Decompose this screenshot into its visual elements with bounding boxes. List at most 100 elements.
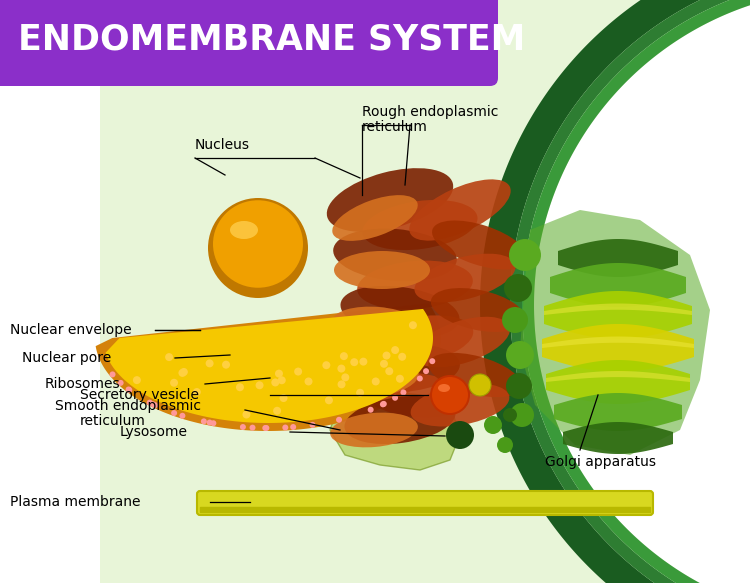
Circle shape: [392, 346, 399, 354]
Polygon shape: [542, 324, 694, 372]
Ellipse shape: [438, 384, 450, 392]
Circle shape: [396, 375, 404, 382]
Polygon shape: [558, 239, 678, 277]
Circle shape: [294, 367, 302, 375]
Polygon shape: [330, 390, 460, 470]
Ellipse shape: [332, 195, 418, 241]
Text: Lysosome: Lysosome: [120, 425, 188, 439]
Polygon shape: [522, 0, 750, 583]
Circle shape: [242, 410, 250, 419]
Circle shape: [304, 377, 313, 385]
Circle shape: [381, 401, 387, 407]
Circle shape: [325, 396, 333, 404]
Circle shape: [236, 383, 244, 391]
Ellipse shape: [430, 288, 525, 332]
Circle shape: [400, 389, 406, 395]
Circle shape: [208, 198, 308, 298]
Circle shape: [506, 341, 534, 369]
Ellipse shape: [334, 251, 430, 289]
Circle shape: [193, 388, 201, 396]
Ellipse shape: [363, 315, 473, 364]
Circle shape: [341, 373, 350, 381]
Circle shape: [430, 375, 470, 415]
Circle shape: [178, 369, 187, 377]
Circle shape: [126, 387, 132, 393]
Circle shape: [125, 387, 131, 392]
Circle shape: [380, 360, 388, 368]
Circle shape: [504, 274, 532, 302]
Circle shape: [152, 402, 158, 408]
Circle shape: [240, 424, 246, 430]
Polygon shape: [546, 371, 690, 382]
Polygon shape: [520, 210, 710, 455]
Circle shape: [359, 357, 368, 366]
Text: reticulum: reticulum: [80, 414, 146, 428]
Circle shape: [509, 239, 541, 271]
Text: Golgi apparatus: Golgi apparatus: [545, 455, 656, 469]
Circle shape: [310, 422, 316, 428]
Polygon shape: [542, 336, 694, 348]
Circle shape: [502, 307, 528, 333]
Circle shape: [350, 358, 358, 366]
Circle shape: [206, 359, 214, 367]
Circle shape: [336, 417, 342, 423]
Circle shape: [290, 424, 296, 430]
Polygon shape: [510, 0, 750, 583]
Circle shape: [222, 361, 230, 368]
Circle shape: [409, 321, 417, 329]
Circle shape: [110, 371, 116, 377]
Circle shape: [171, 410, 177, 416]
Ellipse shape: [428, 353, 521, 397]
Circle shape: [423, 368, 429, 374]
Ellipse shape: [344, 396, 455, 444]
Circle shape: [322, 361, 330, 369]
Circle shape: [382, 352, 391, 360]
Circle shape: [338, 364, 345, 373]
Circle shape: [510, 403, 534, 427]
Circle shape: [273, 407, 281, 415]
Polygon shape: [96, 303, 441, 431]
Polygon shape: [106, 309, 433, 423]
Circle shape: [282, 424, 288, 430]
Text: Nucleus: Nucleus: [194, 138, 250, 152]
Circle shape: [432, 377, 468, 413]
Ellipse shape: [362, 373, 469, 417]
Ellipse shape: [330, 413, 418, 447]
Polygon shape: [100, 0, 750, 583]
Polygon shape: [546, 360, 690, 404]
Ellipse shape: [357, 261, 472, 310]
Circle shape: [368, 407, 374, 413]
Circle shape: [417, 375, 423, 381]
Circle shape: [256, 381, 263, 389]
Circle shape: [118, 380, 124, 386]
Ellipse shape: [410, 180, 511, 241]
Text: ENDOMEMBRANE SYSTEM: ENDOMEMBRANE SYSTEM: [18, 22, 525, 56]
Text: Rough endoplasmic: Rough endoplasmic: [362, 105, 498, 119]
Circle shape: [263, 425, 269, 431]
Text: Plasma membrane: Plasma membrane: [10, 495, 140, 509]
Ellipse shape: [333, 229, 457, 282]
Ellipse shape: [362, 200, 478, 250]
Circle shape: [250, 424, 256, 431]
Circle shape: [356, 389, 364, 397]
Polygon shape: [544, 304, 692, 315]
Text: Nuclear envelope: Nuclear envelope: [10, 323, 132, 337]
Circle shape: [469, 374, 491, 396]
Polygon shape: [554, 393, 682, 431]
Ellipse shape: [344, 344, 460, 392]
Circle shape: [429, 358, 435, 364]
Polygon shape: [563, 422, 673, 454]
Polygon shape: [550, 263, 686, 307]
Polygon shape: [544, 291, 692, 339]
Text: Ribosomes: Ribosomes: [45, 377, 121, 391]
Circle shape: [201, 419, 207, 424]
Ellipse shape: [213, 200, 303, 288]
Circle shape: [280, 394, 287, 402]
Polygon shape: [480, 0, 750, 583]
Ellipse shape: [415, 254, 515, 303]
Circle shape: [133, 376, 141, 384]
Circle shape: [165, 353, 173, 361]
Ellipse shape: [332, 307, 424, 343]
Circle shape: [497, 437, 513, 453]
Ellipse shape: [332, 362, 419, 398]
